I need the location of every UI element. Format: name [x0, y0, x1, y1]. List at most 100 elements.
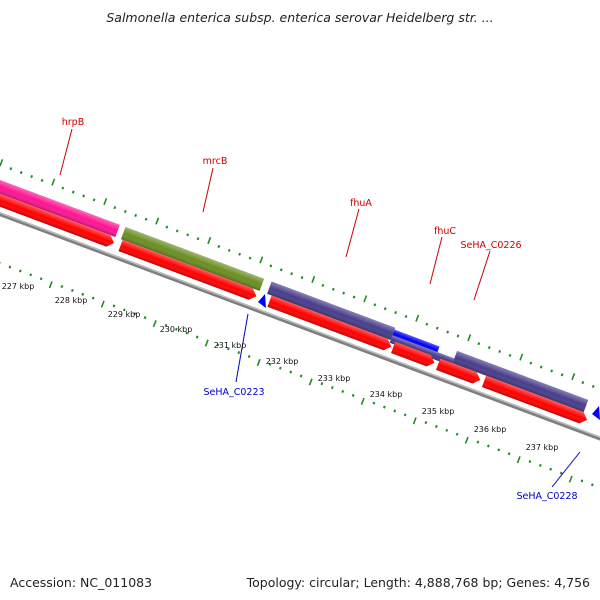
minor-tick — [40, 178, 44, 182]
major-tick — [311, 275, 316, 283]
minor-tick — [538, 463, 542, 467]
minor-tick — [507, 452, 511, 456]
minor-tick — [226, 347, 230, 351]
SeHA_C0223-arrow[interactable] — [258, 294, 266, 308]
minor-tick — [91, 296, 95, 300]
minor-tick — [269, 264, 273, 268]
minor-tick — [113, 206, 117, 210]
minor-tick — [529, 361, 533, 365]
major-tick — [100, 300, 105, 308]
minor-tick — [549, 467, 553, 471]
major-tick — [103, 198, 108, 206]
minor-tick — [299, 374, 303, 378]
scale-label: 230 kbp — [160, 325, 193, 334]
minor-tick — [590, 483, 594, 487]
minor-tick — [559, 471, 563, 475]
scale-label: 229 kbp — [108, 310, 141, 319]
scale-label: 236 kbp — [474, 425, 507, 434]
hrpB-feature[interactable] — [0, 177, 120, 238]
minor-tick — [185, 331, 189, 335]
minor-tick — [320, 382, 324, 386]
minor-tick — [434, 424, 438, 429]
minor-tick — [445, 428, 449, 432]
minor-tick — [112, 304, 116, 308]
gene-label-hrpB[interactable]: hrpB — [62, 117, 84, 128]
major-tick — [48, 281, 53, 289]
minor-tick — [122, 308, 126, 312]
SeHA_C0228-arrow[interactable] — [592, 406, 600, 420]
minor-tick — [134, 213, 138, 217]
bottom-gene-labels: SeHA_C0223 SeHA_C0228 — [203, 387, 577, 502]
minor-tick — [82, 194, 86, 198]
major-tick — [152, 320, 157, 328]
minor-tick — [186, 233, 190, 237]
minor-tick — [133, 312, 137, 316]
major-tick — [464, 436, 469, 444]
minor-tick — [81, 292, 85, 296]
major-tick — [363, 295, 368, 303]
major-tick — [204, 339, 209, 347]
major-tick — [516, 456, 521, 464]
minor-tick — [508, 353, 512, 357]
minor-tick — [18, 269, 22, 273]
major-tick — [256, 358, 261, 367]
minor-tick — [289, 370, 293, 374]
minor-tick — [383, 307, 387, 311]
map-title: Salmonella enterica subsp. enterica sero… — [106, 10, 493, 25]
gene-label-SeHA_C0226[interactable]: SeHA_C0226 — [460, 240, 521, 251]
cds-arrow[interactable] — [0, 191, 116, 249]
gene-label-SeHA_C0223[interactable]: SeHA_C0223 — [203, 387, 264, 398]
minor-tick — [393, 409, 397, 413]
cds-track — [0, 191, 589, 426]
cds-arrow[interactable] — [481, 375, 589, 426]
minor-tick — [8, 265, 12, 269]
minor-tick — [278, 366, 282, 370]
cds-arrow[interactable] — [436, 358, 482, 386]
minor-tick — [29, 273, 33, 277]
major-tick — [0, 159, 4, 167]
minor-tick — [39, 277, 43, 281]
scale-label: 227 kbp — [2, 282, 35, 291]
minor-tick — [581, 381, 585, 385]
backbone — [0, 212, 600, 447]
major-tick — [467, 334, 472, 342]
cds-arrow[interactable] — [267, 295, 393, 353]
cds-arrow[interactable] — [391, 341, 436, 369]
minor-tick — [373, 303, 377, 307]
SeHA_C0226-feature[interactable] — [389, 328, 589, 415]
scale-label: 235 kbp — [422, 407, 455, 416]
minor-tick — [456, 334, 460, 338]
minor-tick — [9, 167, 13, 171]
gene-label-SeHA_C0228[interactable]: SeHA_C0228 — [516, 491, 577, 502]
minor-tick — [476, 440, 480, 444]
minor-tick — [404, 314, 408, 319]
minor-tick — [300, 276, 304, 280]
minor-tick — [144, 217, 148, 221]
gene-label-fhuC[interactable]: fhuC — [434, 226, 456, 237]
minor-tick — [19, 171, 23, 175]
minor-tick — [455, 432, 459, 436]
minor-tick — [591, 384, 595, 388]
minor-tick — [61, 186, 65, 190]
fhuC-feature[interactable] — [391, 329, 440, 354]
mrcB-feature[interactable] — [120, 226, 265, 291]
cds-arrow[interactable] — [118, 239, 259, 302]
minor-tick — [164, 323, 168, 327]
major-tick — [415, 314, 420, 322]
minor-tick — [352, 295, 356, 299]
minor-tick — [268, 362, 272, 366]
minor-tick — [539, 365, 543, 369]
top-gene-labels: hrpB mrcB fhuA fhuC SeHA_C0226 — [62, 117, 522, 251]
minor-tick — [477, 342, 481, 346]
major-tick — [568, 475, 573, 483]
minor-tick — [237, 351, 241, 355]
summary-text: Topology: circular; Length: 4,888,768 bp… — [246, 575, 590, 590]
minor-tick — [196, 237, 200, 241]
gene-label-fhuA[interactable]: fhuA — [350, 198, 372, 209]
major-tick — [207, 236, 212, 245]
minor-tick — [435, 326, 439, 330]
major-tick — [360, 397, 365, 405]
fhuA-feature[interactable] — [267, 281, 396, 340]
major-tick — [155, 217, 160, 225]
gene-label-mrcB[interactable]: mrcB — [203, 156, 228, 167]
